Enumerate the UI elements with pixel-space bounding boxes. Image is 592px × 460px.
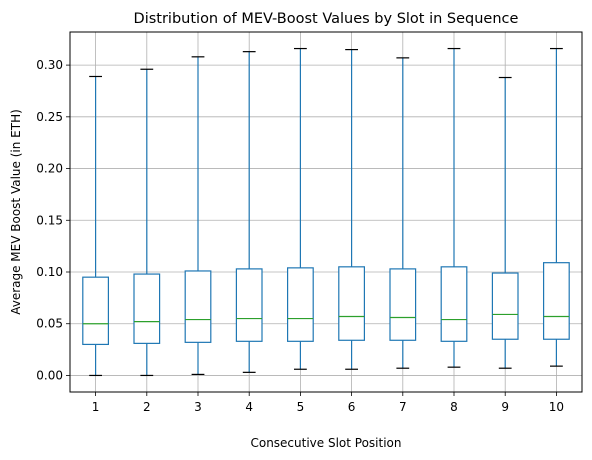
box-8 bbox=[440, 47, 468, 368]
x-tick-label: 9 bbox=[501, 400, 509, 414]
iqr-box bbox=[440, 266, 468, 342]
x-tick-label: 8 bbox=[450, 400, 458, 414]
iqr-box bbox=[133, 273, 161, 344]
iqr-box bbox=[287, 267, 314, 342]
y-tick-label: 0.10 bbox=[36, 265, 63, 279]
x-tick-label: 10 bbox=[549, 400, 564, 414]
x-tick-label: 2 bbox=[143, 400, 151, 414]
iqr-box bbox=[82, 276, 110, 346]
box-3 bbox=[184, 56, 212, 376]
y-tick-label: 0.15 bbox=[36, 213, 63, 227]
y-tick-label: 0.30 bbox=[36, 58, 63, 72]
box-10 bbox=[542, 47, 570, 367]
box-7 bbox=[389, 57, 417, 369]
iqr-box bbox=[338, 266, 365, 341]
axes: 0.00 0.05 0.10 0.15 0.20 0.25 0.30 1 2 3 4 5 6 7 8 9 10 bbox=[36, 58, 564, 414]
x-tick-label: 6 bbox=[348, 400, 356, 414]
box-1 bbox=[82, 75, 110, 377]
y-tick-label: 0.20 bbox=[36, 162, 63, 176]
y-tick-label: 0.05 bbox=[36, 317, 63, 331]
x-tick-label: 5 bbox=[297, 400, 305, 414]
box-9 bbox=[491, 76, 519, 369]
iqr-box bbox=[542, 262, 570, 340]
x-tick-label: 4 bbox=[245, 400, 253, 414]
box-5 bbox=[287, 47, 314, 370]
box-2 bbox=[133, 68, 161, 377]
y-axis-label: Average MEV Boost Value (in ETH) bbox=[9, 109, 23, 315]
iqr-box bbox=[184, 270, 212, 343]
y-tick-label: 0.25 bbox=[36, 110, 63, 124]
box-4 bbox=[235, 51, 263, 373]
plot-area-frame bbox=[69, 31, 583, 393]
iqr-box bbox=[235, 268, 263, 342]
iqr-box bbox=[389, 268, 417, 341]
y-tick-label: 0.00 bbox=[36, 368, 63, 382]
x-axis-label: Consecutive Slot Position bbox=[250, 436, 401, 450]
x-tick-label: 3 bbox=[194, 400, 202, 414]
box-6 bbox=[338, 48, 365, 370]
chart-title: Distribution of MEV-Boost Values by Slot… bbox=[134, 11, 519, 27]
x-tick-label: 7 bbox=[399, 400, 407, 414]
x-tick-label: 1 bbox=[92, 400, 100, 414]
iqr-box bbox=[491, 272, 519, 340]
box-series bbox=[82, 47, 570, 377]
